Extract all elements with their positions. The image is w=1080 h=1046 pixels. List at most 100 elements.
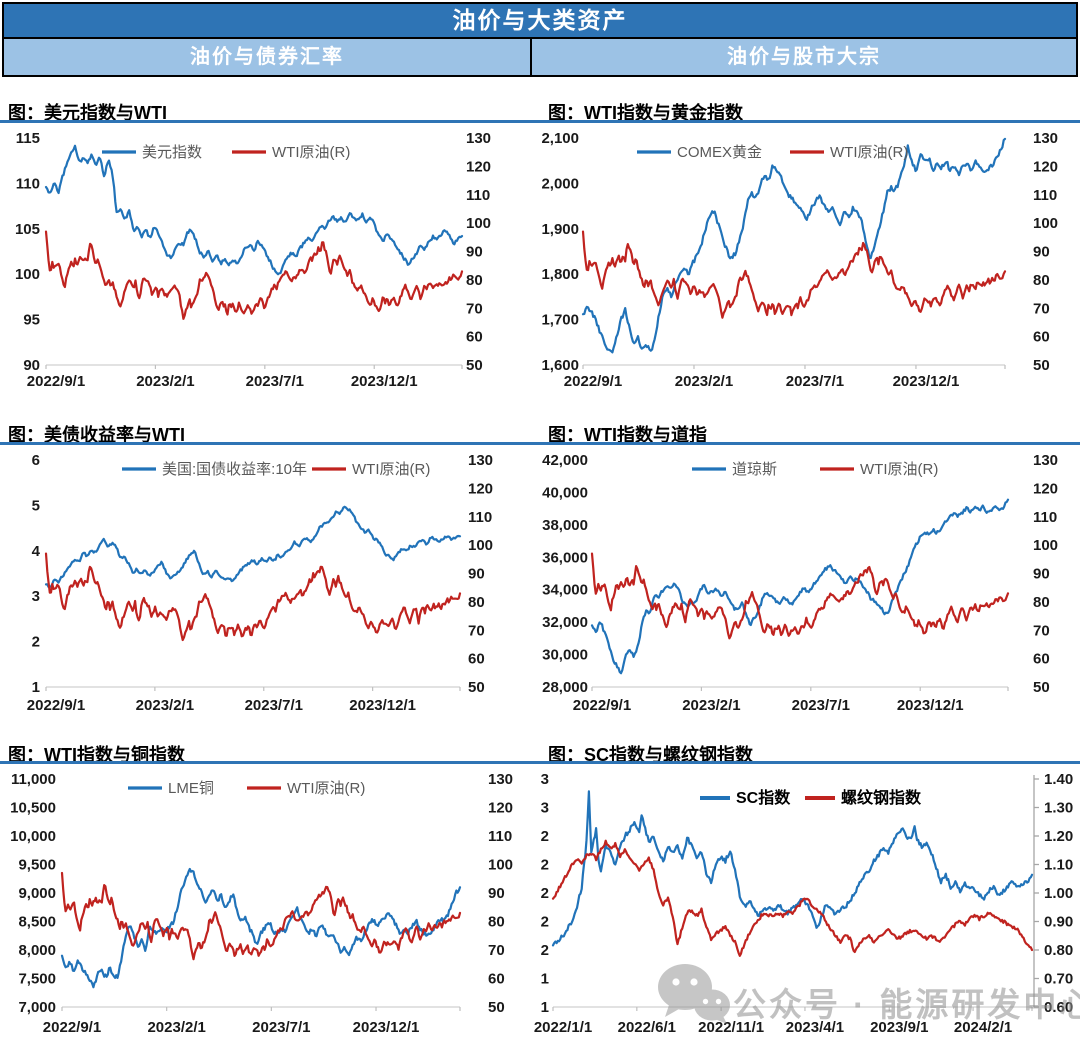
chart-copper-wti: 2022/9/1 2023/2/1 2023/7/1 2023/12/1 11,000 1… <box>0 766 540 1046</box>
y-axis-tick-label-right: 120 <box>1033 480 1058 497</box>
chart-canvas: 2022/9/1 2023/2/1 2023/7/1 2023/12/1 11,000 1… <box>10 771 513 1036</box>
y-axis-tick-label-right: 130 <box>1033 130 1058 147</box>
y-axis-tick-label-right: 60 <box>1033 651 1050 668</box>
y-axis-tick-label-right: 100 <box>468 537 493 554</box>
y-axis-tick-label-left: 32,000 <box>542 614 588 631</box>
y-axis-tick-label-left: 7,000 <box>18 999 56 1016</box>
chart-dow-wti: 2022/9/1 2023/2/1 2023/7/1 2023/12/1 42,000 4… <box>540 452 1080 718</box>
y-axis-tick-label-right: 80 <box>466 272 483 289</box>
chart-canvas: 2022/9/1 2023/2/1 2023/7/1 2023/12/16543211… <box>27 452 493 714</box>
y-axis-tick-label-right: 60 <box>1033 329 1050 346</box>
section-header-right: 油价与股市大宗 <box>727 46 881 68</box>
chart-sc-rebar: 2022/1/1 2022/6/1 2022/11/1 2023/4/1 2023/9/… <box>534 766 1080 1046</box>
x-axis-tick-label: 2022/9/1 <box>43 1019 101 1036</box>
y-axis-tick-label-right: 120 <box>488 800 513 817</box>
legend-label: WTI原油(R) <box>272 144 350 161</box>
x-axis-tick-label: 2023/12/1 <box>351 373 418 390</box>
y-axis-tick-label-left: 3 <box>541 800 549 817</box>
y-axis-tick-label-right: 80 <box>488 914 505 931</box>
y-axis-tick-label-left: 1 <box>541 999 549 1016</box>
x-axis-tick-label: 2022/9/1 <box>564 373 622 390</box>
y-axis-tick-label-right: 80 <box>468 594 485 611</box>
y-axis-tick-label-right: 0.90 <box>1044 914 1073 931</box>
y-axis-tick-label-left: 9,000 <box>18 885 56 902</box>
series-line-red <box>581 230 1007 319</box>
chart-title-yield-wti: 图：美债收益率与WTI <box>8 425 185 445</box>
y-axis-tick-label-left: 1 <box>541 971 549 988</box>
y-axis-tick-label-left: 95 <box>23 312 40 329</box>
x-axis-tick-label: 2023/2/1 <box>675 373 733 390</box>
series-line-red <box>590 552 1010 640</box>
x-axis-tick-label: 2023/2/1 <box>147 1019 205 1036</box>
y-axis-tick-label-right: 50 <box>1033 357 1050 374</box>
x-axis-tick-label: 2023/7/1 <box>786 373 844 390</box>
legend-label: 道琼斯 <box>732 461 777 478</box>
y-axis-tick-label-left: 5 <box>32 497 40 514</box>
y-axis-tick-label-left: 2 <box>541 942 549 959</box>
chart-title-sc-rebar: 图：SC指数与螺纹钢指数 <box>548 745 754 765</box>
y-axis-tick-label-left: 2 <box>541 857 549 874</box>
y-axis-tick-label-left: 10,000 <box>10 828 56 845</box>
y-axis-tick-label-right: 80 <box>1033 272 1050 289</box>
x-axis-tick-label: 2023/2/1 <box>136 697 194 714</box>
y-axis-tick-label-right: 120 <box>466 158 491 175</box>
y-axis-tick-label-left: 2,000 <box>541 175 579 192</box>
y-axis-tick-label-left: 2,100 <box>541 130 579 147</box>
y-axis-tick-label-left: 110 <box>16 175 40 192</box>
y-axis-tick-label-right: 1.00 <box>1044 885 1073 902</box>
y-axis-tick-label-right: 110 <box>468 509 492 526</box>
chart-yield-wti: 2022/9/1 2023/2/1 2023/7/1 2023/12/1 6 5 4 3 2 1 1… <box>0 452 540 718</box>
section-header-row: 油价与债券汇率 油价与股市大宗 <box>4 39 1076 75</box>
y-axis-tick-label-right: 50 <box>1033 679 1050 696</box>
y-axis-tick-label-right: 70 <box>1033 622 1050 639</box>
chart-canvas: 2022/9/1 2023/2/1 2023/7/1 2023/12/1 2,100 2,… <box>541 130 1058 390</box>
y-axis-tick-label-right: 1.30 <box>1044 800 1073 817</box>
legend-label: WTI原油(R) <box>352 461 430 478</box>
divider-rule-row2 <box>0 442 1080 445</box>
y-axis-tick-label-right: 90 <box>488 885 505 902</box>
y-axis-tick-label-right: 0.80 <box>1044 942 1073 959</box>
y-axis-tick-label-right: 70 <box>468 622 485 639</box>
y-axis-tick-label-right: 130 <box>1033 452 1058 469</box>
chart-usd-wti: 2022/9/1 2023/2/1 2023/7/1 2023/12/1 115 110 1… <box>0 130 540 394</box>
y-axis-tick-label-right: 50 <box>468 679 485 696</box>
divider-rule-row3 <box>0 761 1080 764</box>
chart-title-gold-wti: 图：WTI指数与黄金指数 <box>548 103 743 123</box>
y-axis-tick-label-right: 120 <box>1033 158 1058 175</box>
y-axis-tick-label-left: 2 <box>541 885 549 902</box>
series-line-blue <box>44 144 464 276</box>
legend-label: 螺纹钢指数 <box>841 788 922 807</box>
y-axis-tick-label-right: 90 <box>468 566 485 583</box>
y-axis-tick-label-left: 34,000 <box>542 582 588 599</box>
y-axis-tick-label-right: 50 <box>488 999 505 1016</box>
y-axis-tick-label-left: 1 <box>32 679 40 696</box>
series-line-blue <box>590 498 1010 675</box>
chart-canvas: 2022/9/1 2023/2/1 2023/7/1 2023/12/1 42,000 4… <box>542 452 1058 714</box>
y-axis-tick-label-right: 60 <box>466 329 483 346</box>
x-axis-tick-label: 2022/9/1 <box>573 697 631 714</box>
y-axis-tick-label-right: 110 <box>488 828 512 845</box>
y-axis-tick-label-left: 8,500 <box>18 914 56 931</box>
chart-gold-wti: 2022/9/1 2023/2/1 2023/7/1 2023/12/1 2,100 2,… <box>540 130 1080 394</box>
x-axis-tick-label: 2022/11/1 <box>698 1019 764 1036</box>
x-axis-tick-label: 2022/9/1 <box>27 697 85 714</box>
legend-label: SC指数 <box>736 788 791 807</box>
series-line-red <box>551 839 1034 957</box>
y-axis-tick-label-right: 60 <box>468 651 485 668</box>
series-line-blue <box>581 137 1007 354</box>
legend-label: 美国:国债收益率:10年 <box>162 461 307 478</box>
y-axis-tick-label-right: 70 <box>1033 300 1050 317</box>
main-title: 油价与大类资产 <box>4 4 1076 39</box>
x-axis-tick-label: 2022/1/1 <box>534 1019 592 1036</box>
chart-title-dow-wti: 图：WTI指数与道指 <box>548 425 707 445</box>
divider-rule-row1 <box>0 120 1080 123</box>
y-axis-tick-label-right: 110 <box>1033 187 1057 204</box>
y-axis-tick-label-right: 90 <box>1033 244 1050 261</box>
x-axis-tick-label: 2023/4/1 <box>786 1019 844 1036</box>
header: 油价与大类资产 油价与债券汇率 油价与股市大宗 <box>2 2 1078 77</box>
y-axis-tick-label-left: 100 <box>15 266 40 283</box>
section-header-left: 油价与债券汇率 <box>4 39 532 75</box>
y-axis-tick-label-left: 2 <box>32 634 40 651</box>
y-axis-tick-label-left: 1,700 <box>541 312 579 329</box>
